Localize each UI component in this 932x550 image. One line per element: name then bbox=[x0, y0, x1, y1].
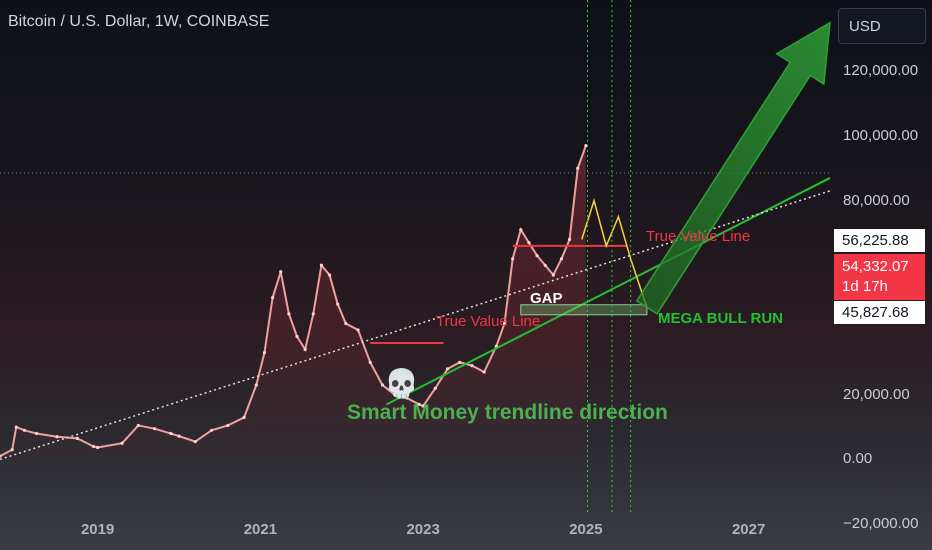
price-point-1 bbox=[10, 448, 14, 452]
price-point-27 bbox=[327, 273, 332, 277]
price-point-4 bbox=[35, 431, 39, 436]
price-tag-current-value: 54,332.07 bbox=[842, 258, 909, 275]
price-tag-countdown: 1d 17h bbox=[842, 278, 888, 295]
price-point-32 bbox=[380, 383, 385, 387]
x-tick-label-2: 2023 bbox=[406, 521, 440, 538]
price-point-51 bbox=[568, 237, 572, 242]
price-point-39 bbox=[458, 360, 462, 364]
price-point-28 bbox=[336, 302, 340, 306]
x-tick-label-3: 2025 bbox=[569, 521, 603, 538]
price-point-37 bbox=[433, 386, 437, 390]
true-value-line-label-2: True Value Line bbox=[646, 228, 751, 245]
price-point-18 bbox=[254, 383, 258, 387]
price-point-23 bbox=[295, 334, 299, 339]
price-area-fill bbox=[0, 145, 586, 460]
price-point-38 bbox=[445, 367, 450, 371]
price-point-15 bbox=[209, 428, 214, 432]
price-point-20 bbox=[270, 296, 275, 300]
price-point-5 bbox=[55, 435, 59, 439]
price-point-47 bbox=[535, 253, 539, 258]
price-point-34 bbox=[405, 396, 409, 400]
price-tag-current: 54,332.07 1d 17h bbox=[834, 254, 925, 300]
price-point-24 bbox=[303, 347, 307, 352]
price-point-19 bbox=[262, 351, 267, 355]
y-tick-label-0: 120,000.00 bbox=[843, 62, 919, 80]
price-point-7 bbox=[91, 444, 96, 449]
price-series-line bbox=[0, 145, 587, 458]
price-tag-lower: 45,827.68 bbox=[834, 301, 925, 324]
price-point-16 bbox=[226, 423, 230, 428]
price-point-12 bbox=[169, 431, 173, 436]
chart-title: Bitcoin / U.S. Dollar, 1W, COINBASE bbox=[8, 13, 270, 30]
gap-zone bbox=[520, 304, 648, 316]
y-tick-label-2: 80,000.00 bbox=[843, 191, 910, 209]
price-point-17 bbox=[242, 415, 246, 419]
price-point-13 bbox=[177, 434, 181, 438]
price-point-35 bbox=[417, 402, 421, 407]
mega-bull-run-label: MEGA BULL RUN bbox=[658, 310, 783, 327]
price-point-3 bbox=[22, 428, 27, 432]
price-point-0 bbox=[0, 454, 2, 458]
price-point-44 bbox=[511, 257, 515, 261]
projection-line bbox=[581, 197, 648, 308]
smart-money-label: Smart Money trendline direction bbox=[347, 401, 668, 424]
bull-run-arrow bbox=[635, 21, 831, 315]
price-point-36 bbox=[421, 404, 425, 408]
y-tick-label-5: −20,000.00 bbox=[843, 515, 919, 533]
price-point-41 bbox=[482, 370, 486, 374]
price-point-50 bbox=[559, 257, 564, 261]
price-point-33 bbox=[393, 393, 397, 397]
y-tick-label-1: 100,000.00 bbox=[843, 126, 919, 144]
price-point-9 bbox=[120, 441, 124, 445]
y-tick-label-3: 20,000.00 bbox=[843, 385, 910, 403]
x-tick-label-1: 2021 bbox=[243, 521, 278, 538]
price-point-45 bbox=[519, 228, 523, 232]
price-point-11 bbox=[153, 427, 157, 431]
price-point-53 bbox=[584, 143, 588, 148]
price-point-26 bbox=[319, 263, 324, 267]
x-tick-label-4: 2027 bbox=[731, 521, 766, 538]
price-point-8 bbox=[96, 445, 100, 450]
price-point-49 bbox=[551, 273, 555, 277]
price-point-21 bbox=[279, 270, 283, 274]
price-point-10 bbox=[136, 423, 140, 428]
price-point-52 bbox=[576, 166, 580, 170]
price-point-14 bbox=[193, 440, 197, 444]
smart-money-trendline bbox=[386, 177, 831, 406]
price-point-6 bbox=[75, 436, 79, 440]
price-point-43 bbox=[502, 321, 507, 326]
currency-selector[interactable]: USD bbox=[838, 8, 926, 44]
skull-icon: 💀 bbox=[384, 368, 419, 399]
price-point-31 bbox=[368, 360, 372, 364]
price-point-25 bbox=[311, 312, 315, 316]
price-point-46 bbox=[527, 241, 531, 245]
price-point-22 bbox=[287, 312, 291, 316]
price-tag-upper: 56,225.88 bbox=[834, 229, 925, 252]
price-point-48 bbox=[543, 263, 547, 267]
gap-label: GAP bbox=[530, 290, 563, 307]
price-point-2 bbox=[14, 425, 18, 429]
price-point-29 bbox=[344, 321, 348, 326]
price-point-30 bbox=[356, 328, 360, 332]
y-tick-label-4: 0.00 bbox=[843, 450, 873, 468]
price-point-40 bbox=[470, 363, 474, 368]
true-value-line-label-1: True Value Line bbox=[436, 313, 541, 330]
x-tick-label-0: 2019 bbox=[80, 521, 115, 538]
